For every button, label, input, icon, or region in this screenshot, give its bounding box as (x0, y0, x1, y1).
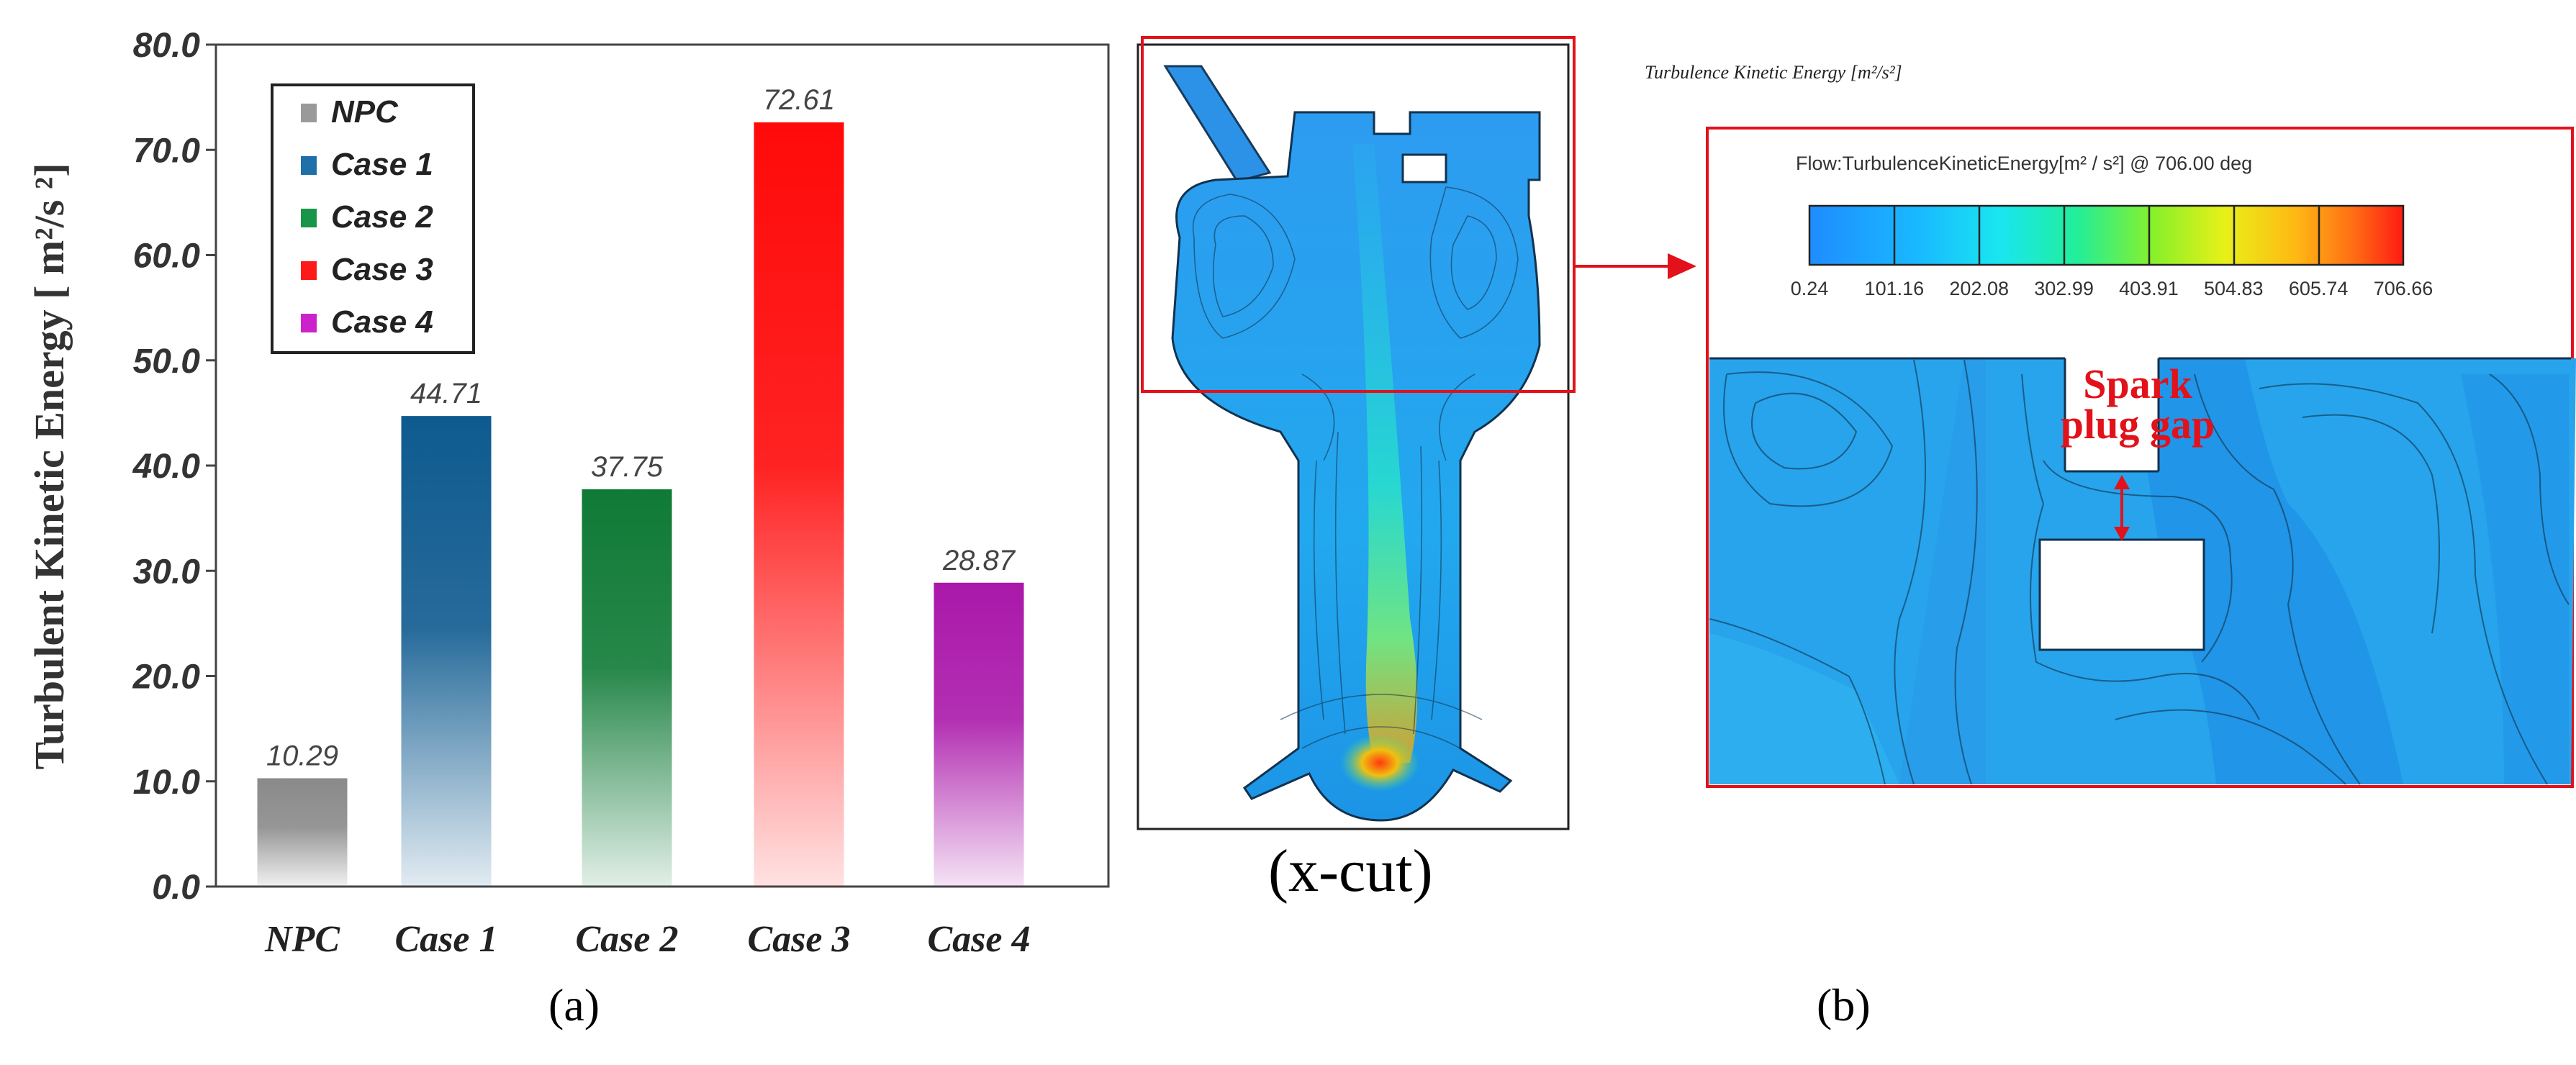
y-tick-label: 30.0 (133, 553, 201, 591)
x-cut-label: (x-cut) (1268, 838, 1433, 905)
bar-value-label: 72.61 (763, 84, 835, 116)
y-axis-ticks: 0.0 10.0 20.0 30.0 40.0 50.0 60.0 70.0 80.0 (132, 27, 216, 907)
zoom-arrow-head (1668, 253, 1696, 279)
bar-case-3 (754, 122, 844, 887)
bar-npc (257, 778, 348, 887)
spark-plug-gap-upper (2065, 356, 2159, 471)
x-tick-label: Case 4 (928, 919, 1031, 960)
panel-a-label: (a) (548, 979, 600, 1030)
zoom-title: Flow:TurbulenceKineticEnergy[m² / s²] @ … (1796, 153, 2253, 174)
bars: 10.29 44.71 37.75 72.61 28.87 (257, 84, 1024, 887)
x-tick-label: Case 2 (576, 919, 679, 960)
legend-label: Case 2 (331, 199, 433, 235)
colorbar-tick-label: 0.24 (1791, 278, 1829, 299)
colorbar-tick-label: 202.08 (1949, 278, 2009, 299)
y-tick-label: 80.0 (133, 27, 201, 65)
spark-plug-electrode (2038, 538, 2205, 651)
panel-b-label: (b) (1817, 979, 1871, 1030)
legend-label: Case 4 (331, 304, 433, 340)
bar-case-2 (582, 489, 672, 887)
bar-value-label: 10.29 (266, 740, 338, 772)
legend-swatch (301, 104, 317, 122)
colorbar-tick-label: 302.99 (2034, 278, 2094, 299)
bar-value-label: 37.75 (591, 451, 664, 483)
zoom-contour-field (1709, 356, 2576, 785)
contour-title: Turbulence Kinetic Energy [m²/s²] (1645, 62, 1902, 83)
legend-label: Case 3 (331, 252, 433, 287)
x-tick-label: Case 1 (395, 919, 498, 960)
legend: NPC Case 1 Case 2 Case 3 Case 4 (271, 83, 475, 354)
y-axis-label: Turbulent Kinetic Energy [ m²/s ²] (26, 163, 73, 769)
y-tick-label: 70.0 (133, 132, 201, 170)
x-tick-label: Case 3 (748, 919, 851, 960)
legend-label: Case 1 (331, 147, 433, 182)
colorbar-dividers (1893, 206, 2320, 265)
bar-case-1 (401, 416, 492, 887)
spark-label-line1: Spark (2083, 361, 2192, 407)
colorbar-tick-label: 605.74 (2289, 278, 2349, 299)
x-axis-labels: NPC Case 1 Case 2 Case 3 Case 4 (264, 919, 1031, 960)
contour-figure: 0.24 101.16 202.08 302.99 403.91 504.83 605.74… (1136, 36, 2576, 830)
colorbar-ticks: 0.24 101.16 202.08 302.99 403.91 504.83 605.74… (1791, 278, 2433, 299)
y-tick-label: 10.0 (133, 763, 201, 802)
y-tick-label: 40.0 (132, 448, 201, 486)
colorbar-tick-label: 101.16 (1865, 278, 1925, 299)
colorbar-tick-label: 504.83 (2204, 278, 2264, 299)
bar-value-label: 28.87 (942, 545, 1016, 576)
bar-chart: 0.0 10.0 20.0 30.0 40.0 50.0 60.0 70.0 80.0 10.2… (26, 27, 1110, 960)
legend-swatch (301, 261, 317, 280)
y-tick-label: 20.0 (132, 658, 201, 697)
colorbar (1808, 204, 2405, 266)
spark-plug-gap-label: Spark plug gap (2044, 361, 2231, 448)
y-tick-label: 0.0 (152, 869, 200, 907)
spark-label-line2: plug gap (2060, 401, 2215, 448)
x-tick-label: NPC (264, 919, 340, 960)
colorbar-tick-label: 706.66 (2374, 278, 2433, 299)
y-tick-label: 60.0 (133, 237, 201, 276)
legend-swatch (301, 209, 317, 227)
zoom-region-box (1141, 36, 1576, 393)
legend-label: NPC (331, 94, 399, 130)
x-cut-contour (1163, 65, 1541, 822)
legend-swatch (301, 156, 317, 175)
colorbar-tick-label: 403.91 (2119, 278, 2179, 299)
y-tick-label: 50.0 (133, 343, 201, 381)
bar-case-4 (934, 582, 1024, 887)
bar-value-label: 44.71 (410, 378, 482, 409)
legend-swatch (301, 314, 317, 332)
